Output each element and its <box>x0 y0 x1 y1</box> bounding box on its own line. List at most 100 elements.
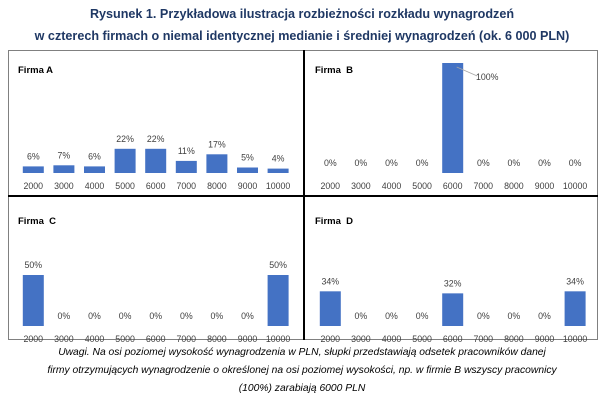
firma-a-label-8000: 17% <box>208 139 226 149</box>
firma-b-tick-6000: 6000 <box>443 181 463 191</box>
firma-d-label-5000: 0% <box>416 311 429 321</box>
firma-a-label-9000: 5% <box>241 153 254 163</box>
firma-d-tick-7000: 7000 <box>474 334 494 344</box>
firma-b-title: Firma B <box>315 65 353 76</box>
firma-a-tick-2000: 2000 <box>24 181 44 191</box>
firma-a-bar-10000 <box>267 168 289 173</box>
firma-d-tick-6000: 6000 <box>443 334 463 344</box>
firma-b-tick-3000: 3000 <box>351 181 371 191</box>
firma-b-label-2000: 0% <box>324 158 337 168</box>
firma-c-label-3000: 0% <box>58 311 71 321</box>
firma-c-bar-10000 <box>267 275 289 326</box>
firma-b-tick-4000: 4000 <box>382 181 402 191</box>
firma-b-tick-10000: 10000 <box>563 181 588 191</box>
firma-b-label-6000: 100% <box>476 72 499 82</box>
firma-c-tick-10000: 10000 <box>266 334 291 344</box>
firma-c-label-5000: 0% <box>119 311 132 321</box>
firma-c-tick-2000: 2000 <box>24 334 44 344</box>
firma-c-label-4000: 0% <box>88 311 101 321</box>
firma-b-tick-5000: 5000 <box>412 181 432 191</box>
firma-a-label-5000: 22% <box>116 134 134 144</box>
firma-d-label-4000: 0% <box>385 311 398 321</box>
firma-a-bar-4000 <box>84 166 105 173</box>
note-line-2: firmy otrzymujących wynagrodzenie o okre… <box>47 365 557 376</box>
firma-d-bar-10000 <box>564 291 586 326</box>
firma-c-label-7000: 0% <box>180 311 193 321</box>
charts-grid: Firma A 6% 2000 7% 3000 6% 4000 22% 5000 22% 6000 1… <box>8 50 598 344</box>
firma-c-label-2000: 50% <box>24 260 42 270</box>
firma-d-tick-8000: 8000 <box>504 334 524 344</box>
firma-a-tick-8000: 8000 <box>207 181 227 191</box>
firma-d-label-9000: 0% <box>538 311 551 321</box>
firma-b-tick-7000: 7000 <box>474 181 494 191</box>
firma-b-label-3000: 0% <box>355 158 368 168</box>
firma-d-title: Firma D <box>315 216 353 227</box>
firma-d-label-10000: 34% <box>566 276 584 286</box>
firma-c-tick-8000: 8000 <box>207 334 227 344</box>
firma-c-tick-3000: 3000 <box>54 334 74 344</box>
firma-c-tick-5000: 5000 <box>115 334 135 344</box>
firma-d-label-6000: 32% <box>444 278 462 288</box>
firma-d-label-3000: 0% <box>355 311 368 321</box>
firma-c-bar-2000 <box>22 275 44 326</box>
figure-title-line-1: Rysunek 1. Przykładowa ilustracja rozbie… <box>89 7 515 21</box>
firma-b-leader-line <box>456 66 478 77</box>
firma-a-label-3000: 7% <box>58 150 71 160</box>
firma-a-bar-6000 <box>145 148 167 173</box>
firma-c-tick-9000: 9000 <box>238 334 258 344</box>
firma-b-tick-2000: 2000 <box>321 181 341 191</box>
firma-a-bar-9000 <box>237 167 258 173</box>
firma-c-label-9000: 0% <box>241 311 254 321</box>
firma-d-tick-5000: 5000 <box>412 334 432 344</box>
firma-a-tick-3000: 3000 <box>54 181 74 191</box>
firma-a-tick-10000: 10000 <box>266 181 291 191</box>
note-line-3: (100%) zarabiają 6000 PLN <box>238 383 366 394</box>
firma-d-tick-3000: 3000 <box>351 334 371 344</box>
firma-b-bar-6000 <box>442 63 464 173</box>
firma-a-tick-6000: 6000 <box>146 181 166 191</box>
firma-a-bar-5000 <box>114 148 136 173</box>
firma-a-label-4000: 6% <box>88 151 101 161</box>
firma-d-tick-4000: 4000 <box>382 334 402 344</box>
firma-a-bar-8000 <box>206 154 228 173</box>
firma-c-label-10000: 50% <box>269 260 287 270</box>
firma-a-tick-9000: 9000 <box>238 181 258 191</box>
firma-c-tick-4000: 4000 <box>85 334 105 344</box>
firma-c-title: Firma C <box>18 216 56 227</box>
firma-a-tick-4000: 4000 <box>85 181 105 191</box>
firma-b-label-4000: 0% <box>385 158 398 168</box>
firma-b-label-7000: 0% <box>477 158 490 168</box>
firma-a-title: Firma A <box>18 65 53 76</box>
firma-a-tick-5000: 5000 <box>115 181 135 191</box>
chart-firma-a: Firma A 6% 2000 7% 3000 6% 4000 22% 5000 22% 6000 1… <box>18 65 291 191</box>
firma-d-label-7000: 0% <box>477 311 490 321</box>
figure-title-line-2: w czterech firmach o niemal identycznej … <box>34 29 570 43</box>
firma-c-label-6000: 0% <box>149 311 162 321</box>
note-line-1: Uwagi. Na osi poziomej wysokość wynagrod… <box>58 347 546 358</box>
firma-d-tick-9000: 9000 <box>535 334 555 344</box>
firma-a-bar-3000 <box>53 165 75 173</box>
firma-c-tick-7000: 7000 <box>177 334 197 344</box>
chart-firma-c: Firma C 50% 2000 0% 3000 0% 4000 0% 5000 0% 6000 0%… <box>18 216 290 344</box>
firma-d-bar-2000 <box>319 291 341 326</box>
chart-firma-d: Firma D 34% 2000 0% 3000 0% 4000 0% 5000 32% 6000 0… <box>315 216 587 344</box>
firma-b-tick-8000: 8000 <box>504 181 524 191</box>
firma-c-label-8000: 0% <box>211 311 224 321</box>
firma-a-label-10000: 4% <box>272 154 285 164</box>
firma-a-tick-7000: 7000 <box>177 181 197 191</box>
firma-d-bar-6000 <box>442 293 464 326</box>
firma-d-label-2000: 34% <box>321 276 339 286</box>
firma-c-tick-6000: 6000 <box>146 334 166 344</box>
firma-d-tick-10000: 10000 <box>563 334 588 344</box>
firma-a-label-2000: 6% <box>27 151 40 161</box>
firma-b-label-10000: 0% <box>569 158 582 168</box>
firma-b-label-8000: 0% <box>508 158 521 168</box>
firma-d-tick-2000: 2000 <box>321 334 341 344</box>
firma-a-bar-7000 <box>175 160 197 173</box>
firma-b-label-9000: 0% <box>538 158 551 168</box>
firma-a-label-7000: 11% <box>178 146 195 156</box>
firma-b-label-5000: 0% <box>416 158 429 168</box>
chart-firma-b: Firma B 0% 2000 0% 3000 0% 4000 0% 5000 100% 6000 0… <box>315 63 588 191</box>
firma-d-label-8000: 0% <box>508 311 521 321</box>
horizontal-divider <box>8 195 598 197</box>
